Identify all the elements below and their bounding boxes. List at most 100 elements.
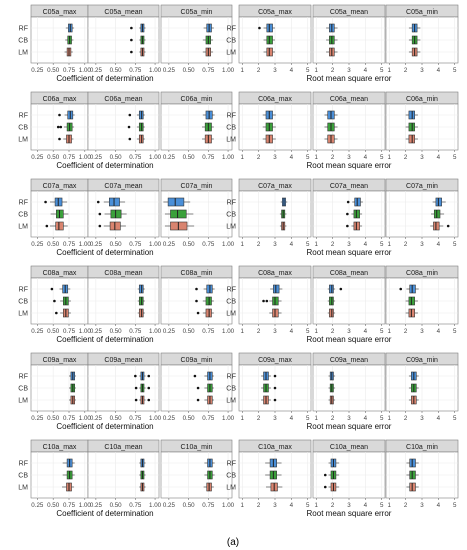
x-tick-label: 0.75 <box>202 502 215 509</box>
x-tick-label: 5 <box>453 415 457 422</box>
facet-title: C06a_mean <box>104 96 142 103</box>
x-tick-label: 3 <box>347 154 351 161</box>
x-tick-label: 0.25 <box>90 502 103 509</box>
x-tick-label: 5 <box>453 67 457 74</box>
x-tick-label: 3 <box>420 67 424 74</box>
x-tick-label: 4 <box>290 154 294 161</box>
x-tick-label: 0.25 <box>90 328 103 335</box>
facet-panel: C08a_mean 1 2 3 4 5 <box>312 265 386 335</box>
outlier-point <box>45 224 49 228</box>
facet-panel: C10a_max RF CB LM 0.25 0.50 0.75 1.00 <box>18 439 91 509</box>
x-tick-label: 2 <box>331 415 335 422</box>
x-tick-label: 4 <box>364 67 368 74</box>
facet-title: C05a_mean <box>104 9 142 16</box>
x-tick-label: 1 <box>315 502 319 509</box>
facet-title: C07a_max <box>43 183 77 190</box>
x-tick-label: 1.00 <box>79 67 92 74</box>
model-label: CB <box>226 473 236 480</box>
facet-title: C07a_min <box>181 183 213 190</box>
facet-panel: C10a_max RF CB LM 1 2 3 4 5 <box>226 439 312 509</box>
facet-title: C08a_mean <box>104 270 142 277</box>
x-axis-title: Coefficient of determination <box>56 74 153 83</box>
facet-title: C06a_max <box>258 96 292 103</box>
x-tick-label: 0.25 <box>31 328 44 335</box>
x-tick-label: 0.50 <box>110 67 123 74</box>
x-tick-label: 1 <box>388 502 392 509</box>
x-tick-label: 0.75 <box>202 67 215 74</box>
outlier-point <box>346 224 349 228</box>
model-label: RF <box>19 200 28 207</box>
model-label: RF <box>19 287 28 294</box>
model-label: RF <box>19 374 28 381</box>
outlier-point <box>195 287 198 291</box>
x-tick-label: 4 <box>364 241 368 248</box>
x-tick-label: 0.25 <box>90 154 103 161</box>
facet-title: C10a_mean <box>330 444 368 451</box>
box-cb <box>170 209 187 219</box>
facet-panel: C09a_mean 1 2 3 4 5 <box>312 352 386 422</box>
x-tick-label: 4 <box>290 415 294 422</box>
model-label: CB <box>18 212 28 219</box>
facet-panel: C10a_mean 0.25 0.50 0.75 1.00 <box>87 439 162 509</box>
x-tick-label: 1 <box>315 415 319 422</box>
outlier-point <box>96 200 100 204</box>
facet-panel: C06a_mean 1 2 3 4 5 <box>312 91 386 161</box>
outlier-point <box>147 386 151 390</box>
x-tick-label: 5 <box>453 502 457 509</box>
x-tick-label: 4 <box>364 502 368 509</box>
x-tick-label: 4 <box>290 502 294 509</box>
facet-panel: C10a_min 0.25 0.50 0.75 1.00 <box>160 439 235 509</box>
x-tick-label: 0.25 <box>31 241 44 248</box>
x-tick-label: 0.75 <box>202 415 215 422</box>
x-tick-label: 2 <box>404 502 408 509</box>
x-tick-label: 1 <box>388 154 392 161</box>
x-tick-label: 0.25 <box>163 415 176 422</box>
facet-title: C09a_mean <box>104 357 142 364</box>
x-tick-label: 2 <box>404 154 408 161</box>
x-tick-label: 5 <box>306 328 310 335</box>
model-label: LM <box>18 224 28 231</box>
x-tick-label: 1 <box>241 241 245 248</box>
facet-title: C09a_min <box>181 357 213 364</box>
x-tick-label: 0.75 <box>63 67 76 74</box>
model-label: RF <box>227 374 236 381</box>
x-tick-label: 2 <box>331 67 335 74</box>
x-tick-label: 5 <box>306 415 310 422</box>
x-tick-label: 3 <box>347 502 351 509</box>
x-tick-label: 0.50 <box>47 415 60 422</box>
x-tick-label: 3 <box>420 328 424 335</box>
outlier-point <box>346 212 349 216</box>
x-tick-label: 0.25 <box>163 502 176 509</box>
facet-title: C08a_max <box>258 270 292 277</box>
x-tick-label: 0.25 <box>31 67 44 74</box>
x-tick-label: 5 <box>380 502 384 509</box>
x-tick-label: 4 <box>290 328 294 335</box>
outlier-point <box>323 485 327 489</box>
x-tick-label: 2 <box>331 241 335 248</box>
model-label: CB <box>226 299 236 306</box>
facet-title: C07a_min <box>406 183 438 190</box>
facet-panel: C05a_mean 0.25 0.50 0.75 1.00 <box>87 4 162 74</box>
x-tick-label: 2 <box>404 328 408 335</box>
outlier-point <box>98 224 102 228</box>
facet-panel: C09a_min 1 2 3 4 5 <box>385 352 459 422</box>
x-tick-label: 5 <box>380 415 384 422</box>
model-label: LM <box>18 485 28 492</box>
x-tick-label: 1.00 <box>222 154 235 161</box>
x-tick-label: 1.00 <box>222 67 235 74</box>
model-label: CB <box>226 38 236 45</box>
x-tick-label: 5 <box>380 241 384 248</box>
x-tick-label: 5 <box>453 328 457 335</box>
x-tick-label: 0.25 <box>31 415 44 422</box>
x-tick-label: 0.25 <box>90 67 103 74</box>
x-tick-label: 1 <box>241 154 245 161</box>
outlier-point <box>147 374 151 378</box>
facet-panel: C07a_max RF CB LM 1 2 3 4 5 <box>226 178 312 248</box>
x-tick-label: 1 <box>241 67 245 74</box>
outlier-point <box>44 200 47 204</box>
x-tick-label: 1.00 <box>222 328 235 335</box>
facet-title: C05a_min <box>406 9 438 16</box>
x-tick-label: 0.75 <box>129 328 142 335</box>
x-tick-label: 5 <box>453 241 457 248</box>
